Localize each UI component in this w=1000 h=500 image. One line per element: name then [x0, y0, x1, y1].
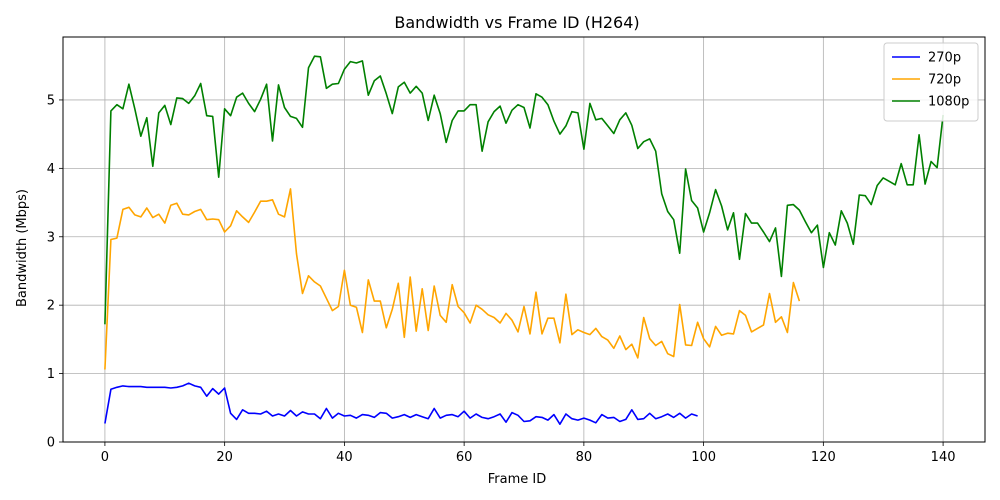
series-lines: [104, 55, 944, 426]
legend: 270p 720p 1080p: [883, 42, 979, 122]
x-axis-ticks: 0 20 40 60 80 100 120 140: [101, 442, 956, 465]
grid-lines: [63, 37, 985, 443]
x-tick-label: 0: [101, 450, 109, 465]
y-tick-label: 2: [47, 299, 55, 314]
x-axis-label: Frame ID: [488, 472, 546, 487]
series-line-1080p: [104, 55, 944, 325]
y-axis-label: Bandwidth (Mbps): [15, 189, 30, 307]
x-tick-label: 80: [576, 450, 593, 465]
y-axis-ticks: 0 1 2 3 4 5: [47, 93, 63, 451]
chart-title: Bandwidth vs Frame ID (H264): [394, 13, 639, 32]
x-tick-label: 120: [811, 450, 836, 465]
x-tick-label: 140: [931, 450, 956, 465]
legend-label-270p: 270p: [928, 51, 961, 66]
y-tick-label: 5: [47, 93, 55, 108]
series-line-720p: [104, 188, 801, 370]
legend-label-1080p: 1080p: [928, 95, 969, 110]
x-tick-label: 40: [336, 450, 353, 465]
x-tick-label: 60: [456, 450, 473, 465]
y-tick-label: 3: [47, 230, 55, 245]
y-tick-label: 1: [47, 367, 55, 382]
legend-label-720p: 720p: [928, 73, 961, 88]
x-tick-label: 20: [216, 450, 233, 465]
x-tick-label: 100: [691, 450, 716, 465]
y-tick-label: 4: [47, 162, 55, 177]
series-line-270p: [104, 382, 698, 426]
y-tick-label: 0: [47, 436, 55, 451]
plot-frame: [62, 36, 986, 443]
